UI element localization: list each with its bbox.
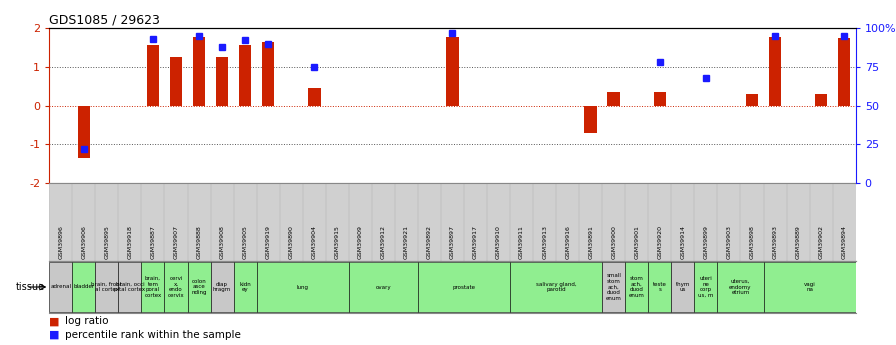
- Text: thym
us: thym us: [676, 282, 690, 293]
- Bar: [147, 46, 159, 106]
- Bar: [262, 41, 274, 106]
- Bar: [649, 262, 671, 312]
- Text: GSM39893: GSM39893: [772, 225, 778, 259]
- Bar: [446, 37, 459, 106]
- Text: GSM39892: GSM39892: [426, 225, 432, 259]
- Text: diap
hragm: diap hragm: [213, 282, 231, 293]
- Bar: [584, 106, 597, 134]
- Text: vagi
na: vagi na: [804, 282, 815, 293]
- Text: brain,
tem
poral
cortex: brain, tem poral cortex: [144, 276, 161, 298]
- Text: GSM39900: GSM39900: [611, 226, 616, 259]
- Text: GDS1085 / 29623: GDS1085 / 29623: [49, 14, 160, 27]
- Text: GSM39889: GSM39889: [796, 226, 801, 259]
- Text: GSM39898: GSM39898: [749, 226, 754, 259]
- Text: ovary: ovary: [375, 285, 392, 289]
- Text: GSM39906: GSM39906: [82, 226, 86, 259]
- Text: GSM39909: GSM39909: [358, 225, 363, 259]
- Text: GSM39905: GSM39905: [243, 226, 247, 259]
- Text: GSM39888: GSM39888: [196, 226, 202, 259]
- Text: GSM39903: GSM39903: [727, 225, 731, 259]
- Text: prostate: prostate: [452, 285, 476, 289]
- Bar: [671, 262, 694, 312]
- Text: kidn
ey: kidn ey: [239, 282, 251, 293]
- Bar: [78, 106, 90, 158]
- Text: GSM39908: GSM39908: [220, 226, 225, 259]
- Text: log ratio: log ratio: [65, 316, 109, 326]
- Text: GSM39914: GSM39914: [680, 225, 685, 259]
- Bar: [118, 262, 142, 312]
- Text: GSM39920: GSM39920: [658, 225, 662, 259]
- Bar: [165, 262, 187, 312]
- Bar: [653, 92, 667, 106]
- Text: GSM39897: GSM39897: [450, 225, 455, 259]
- Text: GSM39910: GSM39910: [496, 226, 501, 259]
- Bar: [169, 57, 183, 106]
- Bar: [625, 262, 649, 312]
- Text: adrenal: adrenal: [50, 285, 72, 289]
- Text: GSM39901: GSM39901: [634, 226, 640, 259]
- Text: GSM39891: GSM39891: [588, 226, 593, 259]
- Text: lung: lung: [297, 285, 309, 289]
- Text: uterus,
endomy
etrium: uterus, endomy etrium: [729, 279, 752, 295]
- Bar: [211, 262, 234, 312]
- Text: cervi
x,
endo
cervix: cervi x, endo cervix: [168, 276, 185, 298]
- Bar: [234, 262, 256, 312]
- Text: GSM39917: GSM39917: [473, 225, 478, 259]
- Text: GSM39896: GSM39896: [58, 226, 64, 259]
- Text: teste
s: teste s: [653, 282, 667, 293]
- Text: brain, front
al cortex: brain, front al cortex: [91, 282, 123, 293]
- Text: GSM39894: GSM39894: [841, 225, 847, 259]
- Text: GSM39895: GSM39895: [104, 226, 109, 259]
- Bar: [216, 57, 228, 106]
- Text: salivary gland,
parotid: salivary gland, parotid: [536, 282, 576, 293]
- Text: GSM39915: GSM39915: [335, 226, 340, 259]
- Bar: [193, 37, 205, 106]
- Text: GSM39918: GSM39918: [127, 226, 133, 259]
- Bar: [769, 37, 781, 106]
- Bar: [49, 262, 73, 312]
- Text: GSM39921: GSM39921: [404, 225, 409, 259]
- Text: tissue: tissue: [15, 282, 45, 292]
- Text: GSM39904: GSM39904: [312, 225, 317, 259]
- Text: GSM39907: GSM39907: [174, 225, 178, 259]
- Text: bladder: bladder: [73, 285, 94, 289]
- Text: small
stom
ach,
duod
enum: small stom ach, duod enum: [606, 273, 622, 301]
- Bar: [838, 38, 850, 106]
- Text: GSM39911: GSM39911: [519, 226, 524, 259]
- Text: colon
asce
nding: colon asce nding: [191, 279, 207, 295]
- Bar: [510, 262, 602, 312]
- Bar: [256, 262, 349, 312]
- Text: GSM39890: GSM39890: [289, 226, 294, 259]
- Bar: [602, 262, 625, 312]
- Text: GSM39919: GSM39919: [265, 225, 271, 259]
- Bar: [308, 88, 321, 106]
- Text: GSM39916: GSM39916: [565, 226, 570, 259]
- Text: GSM39912: GSM39912: [381, 225, 386, 259]
- Bar: [73, 262, 95, 312]
- Text: GSM39902: GSM39902: [819, 225, 823, 259]
- Text: brain, occi
pital cortex: brain, occi pital cortex: [115, 282, 145, 293]
- Bar: [814, 94, 828, 106]
- Bar: [418, 262, 510, 312]
- Bar: [745, 94, 758, 106]
- Bar: [718, 262, 763, 312]
- Text: stom
ach,
duod
enum: stom ach, duod enum: [629, 276, 645, 298]
- Bar: [95, 262, 118, 312]
- Text: GSM39887: GSM39887: [151, 226, 156, 259]
- Bar: [238, 46, 252, 106]
- Text: GSM39913: GSM39913: [542, 225, 547, 259]
- Text: ■: ■: [49, 329, 60, 339]
- Bar: [187, 262, 211, 312]
- Bar: [142, 262, 165, 312]
- Text: uteri
ne
corp
us, m: uteri ne corp us, m: [698, 276, 713, 298]
- Bar: [349, 262, 418, 312]
- Text: ■: ■: [49, 316, 60, 326]
- Text: percentile rank within the sample: percentile rank within the sample: [65, 329, 241, 339]
- Bar: [763, 262, 856, 312]
- Bar: [607, 92, 620, 106]
- Text: GSM39899: GSM39899: [703, 225, 709, 259]
- Bar: [694, 262, 718, 312]
